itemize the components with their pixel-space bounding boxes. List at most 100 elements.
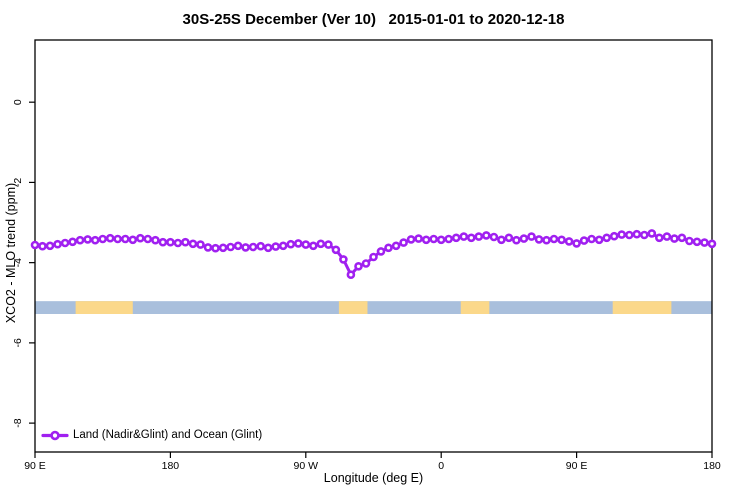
data-point-marker: [136, 233, 145, 243]
chart-title: 30S-25S December (Ver 10) 2015-01-01 to …: [182, 11, 565, 28]
data-point-marker: [451, 233, 461, 243]
data-point-marker: [211, 243, 220, 253]
legend-label: Land (Nadir&Glint) and Ocean (Glint): [73, 429, 263, 441]
data-point-marker: [203, 243, 213, 252]
ocean-strip: [35, 301, 712, 314]
x-tick-label: 90 W: [294, 460, 319, 472]
data-point-marker: [331, 245, 341, 255]
x-tick-label: 180: [703, 460, 721, 472]
x-tick-label: 90 E: [566, 460, 588, 472]
data-point-marker: [384, 243, 393, 253]
data-point-marker: [406, 235, 416, 244]
data-point-marker: [564, 237, 574, 246]
data-point-marker: [662, 232, 672, 241]
data-point-marker: [316, 239, 326, 249]
x-tick-label: 0: [438, 460, 444, 472]
x-tick-label: 90 E: [24, 460, 46, 472]
land-strip-segment: [75, 301, 133, 314]
data-point-marker: [421, 235, 431, 245]
data-point-marker: [391, 241, 401, 251]
data-point-marker: [534, 235, 544, 244]
data-point-marker: [624, 230, 634, 240]
data-point-marker: [617, 230, 627, 239]
data-point-marker: [45, 241, 55, 251]
data-point-marker: [609, 231, 619, 241]
data-point-marker: [226, 242, 235, 252]
data-point-marker: [542, 235, 551, 245]
data-point-marker: [346, 270, 356, 280]
data-point-marker: [572, 239, 581, 248]
data-point-marker: [339, 255, 348, 264]
data-point-marker: [263, 243, 273, 253]
data-point-marker: [301, 240, 311, 249]
data-point-marker: [436, 235, 446, 245]
data-point-marker: [308, 241, 318, 251]
data-point-marker: [166, 237, 175, 247]
data-point-marker: [429, 234, 439, 244]
data-point-marker: [218, 243, 228, 253]
data-point-marker: [233, 241, 243, 251]
data-point-marker: [654, 233, 664, 243]
data-point-marker: [151, 235, 160, 245]
data-point-marker: [75, 235, 85, 245]
data-point-marker: [549, 234, 559, 244]
data-point-marker: [271, 242, 281, 251]
data-point-marker: [685, 236, 694, 246]
data-point-marker: [278, 241, 288, 251]
data-point-marker: [128, 235, 138, 245]
data-point-marker: [579, 236, 589, 245]
data-point-marker: [692, 237, 702, 247]
x-axis-label: Longitude (deg E): [323, 471, 424, 485]
data-point-marker: [527, 232, 536, 241]
data-point-marker: [647, 229, 657, 238]
data-point-marker: [173, 238, 183, 248]
y-axis-label: XCO2 - MLO trend (ppm): [4, 182, 18, 324]
data-point-marker: [196, 240, 205, 249]
data-point-marker: [105, 233, 115, 243]
data-point-marker: [670, 234, 679, 243]
data-point-marker: [481, 231, 491, 240]
data-point-marker: [188, 239, 198, 249]
y-tick-label: 0: [12, 99, 24, 105]
data-point-marker: [444, 234, 454, 244]
data-point-marker: [489, 232, 499, 242]
data-point-marker: [459, 232, 469, 241]
data-point-marker: [143, 234, 153, 244]
data-point-marker: [519, 234, 529, 243]
y-tick-label: -4: [12, 258, 24, 267]
data-point-marker: [602, 233, 612, 243]
data-point-marker: [399, 238, 408, 247]
data-point-marker: [256, 241, 266, 251]
data-point-marker: [497, 235, 506, 245]
data-point-marker: [361, 259, 371, 268]
land-strip-segment: [460, 301, 490, 314]
data-point-marker: [632, 229, 642, 239]
legend-marker-icon: [50, 430, 60, 441]
data-point-marker: [98, 234, 107, 244]
data-point-marker: [286, 239, 296, 249]
data-point-marker: [512, 235, 521, 245]
data-point-marker: [414, 234, 423, 243]
data-point-marker: [248, 242, 258, 252]
data-point-marker: [241, 243, 250, 252]
y-tick-label: -8: [12, 418, 24, 427]
data-point-marker: [158, 237, 168, 247]
data-point-marker: [700, 238, 709, 247]
data-point-marker: [474, 232, 484, 241]
data-point-marker: [38, 241, 47, 251]
y-tick-label: -6: [12, 338, 24, 347]
data-point-marker: [293, 239, 303, 248]
data-point-marker: [707, 239, 717, 249]
plot-box: [34, 39, 713, 453]
data-point-marker: [466, 233, 476, 243]
data-point-marker: [504, 233, 514, 243]
data-point-marker: [53, 239, 62, 249]
land-strip-segment: [612, 301, 672, 314]
x-tick-label: 180: [162, 460, 180, 472]
land-strip-segment: [338, 301, 368, 314]
data-point-marker: [68, 237, 77, 247]
data-point-marker: [639, 230, 649, 240]
data-point-marker: [594, 235, 604, 245]
